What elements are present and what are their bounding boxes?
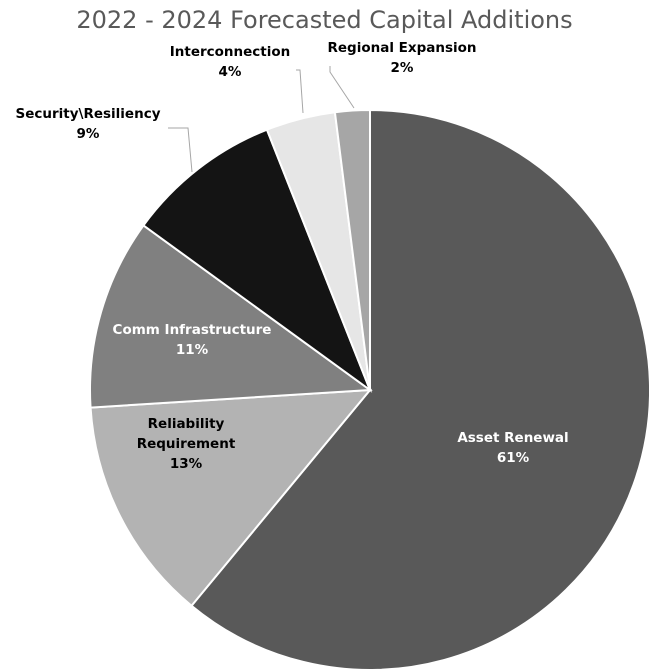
slice-percent-comm-infrastructure: 11% [176, 342, 209, 358]
pie-slices [89, 108, 649, 671]
slice-label-reliability-requirement: Reliability Requirement 13% [137, 416, 236, 472]
slice-percent-security-resiliency: 9% [77, 126, 100, 142]
slice-label-security-resiliency: Security\Resiliency 9% [16, 106, 161, 142]
pie-slice-security-resiliency [142, 128, 373, 393]
slice-percent-interconnection: 4% [219, 64, 242, 80]
slice-label-regional-expansion: Regional Expansion 2% [327, 40, 476, 76]
leader-line-interconnection [296, 69, 304, 114]
slice-label-interconnection: Interconnection 4% [170, 44, 291, 80]
pie-slice-reliability-requirement [89, 388, 373, 608]
chart-title: 2022 - 2024 Forecasted Capital Additions [76, 6, 573, 34]
leader-line-regional-expansion [329, 66, 355, 109]
slice-name-asset-renewal: Asset Renewal [457, 430, 568, 446]
slice-percent-asset-renewal: 61% [497, 450, 530, 466]
slice-name-regional-expansion: Regional Expansion [327, 40, 476, 56]
pie-slice-asset-renewal [190, 108, 649, 671]
slice-labels: Asset Renewal 61% Reliability Requirement 13… [16, 40, 569, 472]
slice-name-reliability-requirement: Requirement [137, 436, 236, 452]
slice-name-comm-infrastructure: Comm Infrastructure [113, 322, 272, 338]
slice-name-interconnection: Interconnection [170, 44, 291, 60]
leader-line-security-resiliency [168, 127, 193, 173]
slice-percent-regional-expansion: 2% [391, 60, 414, 76]
slice-name-reliability-requirement: Reliability [148, 416, 225, 432]
slice-label-comm-infrastructure: Comm Infrastructure 11% [113, 322, 272, 358]
pie-slice-regional-expansion [333, 108, 371, 391]
slice-name-security-resiliency: Security\Resiliency [16, 106, 161, 122]
slice-percent-reliability-requirement: 13% [170, 456, 203, 472]
pie-slice-comm-infrastructure [89, 224, 373, 409]
slice-label-asset-renewal: Asset Renewal 61% [457, 430, 568, 466]
